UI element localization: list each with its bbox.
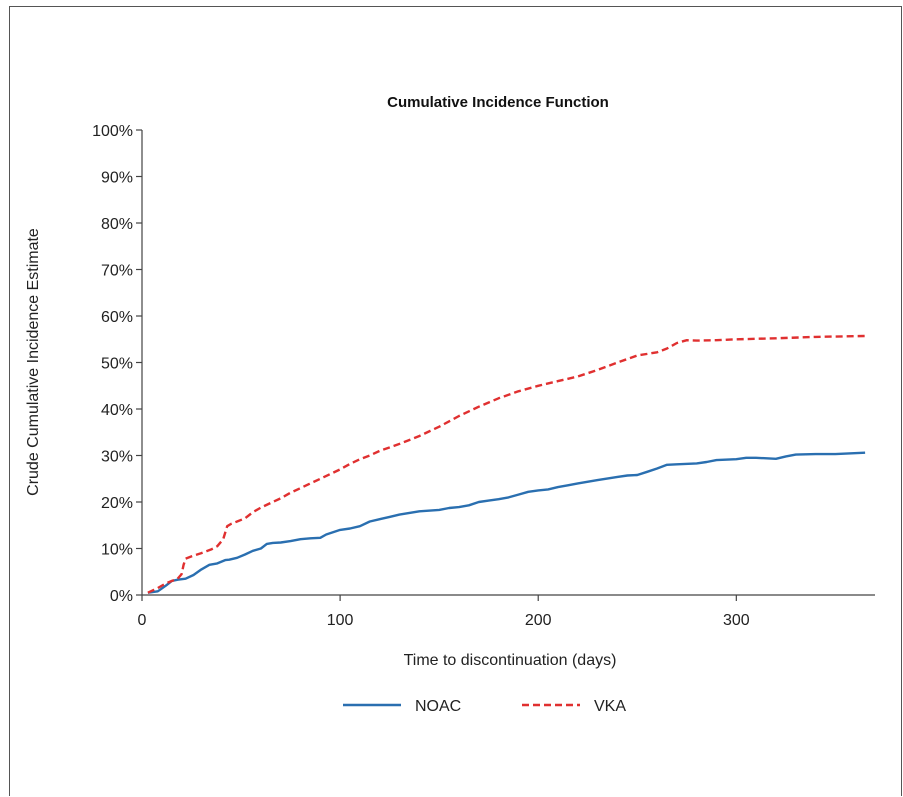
y-tick-label: 40%: [101, 402, 133, 419]
y-tick-label: 70%: [101, 263, 133, 280]
y-tick-label: 90%: [101, 170, 133, 187]
y-tick-label: 50%: [101, 356, 133, 373]
x-tick-label: 100: [327, 612, 354, 629]
legend-label-noac: NOAC: [415, 698, 461, 715]
x-axis-label: Time to discontinuation (days): [404, 652, 617, 669]
y-tick-label: 0%: [110, 588, 133, 605]
plot-area: 0% 10% 20% 30% 40% 50% 60% 70% 80% 90% 100% 0 100 20…: [92, 123, 875, 629]
y-tick-label: 20%: [101, 495, 133, 512]
chart-title: Cumulative Incidence Function: [387, 94, 609, 111]
y-axis-ticks: 0% 10% 20% 30% 40% 50% 60% 70% 80% 90% 100%: [92, 123, 142, 605]
legend-label-vka: VKA: [594, 698, 626, 715]
x-tick-label: 300: [723, 612, 750, 629]
x-tick-label: 0: [138, 612, 147, 629]
y-tick-label: 30%: [101, 449, 133, 466]
series-line-noac: [147, 451, 866, 594]
series-lines: [147, 334, 866, 594]
legend: NOAC VKA: [343, 698, 626, 715]
series-line-vka: [147, 334, 866, 594]
y-tick-label: 100%: [92, 123, 133, 140]
x-axis-ticks: 0 100 200 300: [138, 595, 750, 629]
y-axis-label: Crude Cumulative Incidence Estimate: [25, 228, 42, 496]
y-tick-label: 80%: [101, 216, 133, 233]
figure-frame: [9, 6, 902, 796]
x-tick-label: 200: [525, 612, 552, 629]
y-tick-label: 60%: [101, 309, 133, 326]
y-tick-label: 10%: [101, 542, 133, 559]
